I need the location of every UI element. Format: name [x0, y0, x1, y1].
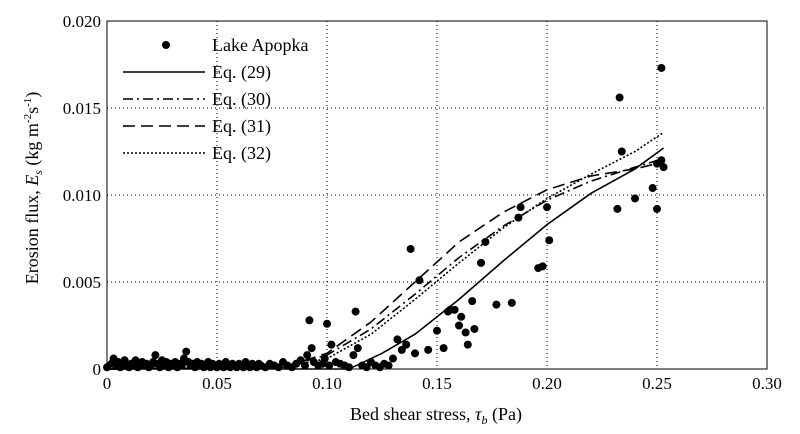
series-1-line — [107, 147, 665, 370]
data-point — [617, 147, 626, 156]
data-point — [455, 321, 463, 330]
data-point — [397, 345, 406, 354]
data-point — [514, 213, 523, 222]
series-2-line — [106, 157, 664, 370]
data-point — [450, 305, 459, 314]
legend-marker — [162, 41, 170, 49]
x-tick-label: 0.30 — [752, 374, 782, 393]
data-point — [543, 203, 551, 212]
data-point — [538, 262, 547, 271]
data-point — [415, 276, 424, 285]
data-point — [477, 258, 485, 267]
series-lines — [106, 131, 665, 370]
data-point — [151, 351, 160, 360]
data-point — [439, 344, 448, 353]
data-point — [393, 335, 402, 344]
series-points — [103, 63, 668, 372]
x-tick-label: 0.25 — [642, 374, 672, 393]
y-tick-label: 0.005 — [63, 273, 101, 292]
legend-label: Eq. (31) — [212, 116, 271, 137]
data-point — [461, 328, 470, 337]
data-point — [653, 204, 661, 213]
x-axis-label: Bed shear stress, τb (Pa) — [350, 404, 522, 427]
y-tick-label: 0.010 — [63, 186, 101, 205]
data-point — [389, 354, 397, 363]
plot-frame — [106, 20, 768, 370]
data-point — [659, 163, 668, 172]
data-point — [457, 312, 466, 321]
data-point — [631, 194, 639, 203]
data-point — [325, 361, 334, 370]
data-point — [351, 307, 360, 316]
legend-label: Eq. (32) — [212, 143, 271, 164]
data-point — [307, 344, 316, 353]
data-point — [305, 316, 314, 325]
data-point — [463, 340, 472, 349]
data-point — [424, 345, 433, 354]
data-point — [349, 351, 358, 360]
data-point — [353, 344, 362, 353]
x-tick-label: 0.05 — [202, 374, 232, 393]
data-point — [545, 236, 554, 245]
y-axis-label: Erosion flux, Es (kg m-2s-1) — [22, 92, 45, 285]
data-point — [615, 93, 624, 102]
data-point — [402, 340, 411, 349]
legend-label: Lake Apopka — [212, 35, 308, 55]
x-tick-label: 0.15 — [422, 374, 452, 393]
y-tick-label: 0.015 — [63, 99, 101, 118]
series-3-line — [106, 161, 664, 370]
data-point — [470, 324, 479, 333]
data-point — [345, 363, 353, 372]
x-tick-label: 0.10 — [312, 374, 342, 393]
x-tick-labels: 0 0.05 0.10 0.15 0.20 0.25 0.30 — [103, 374, 782, 393]
data-point — [327, 340, 336, 349]
data-point — [516, 203, 525, 212]
y-tick-label: 0.020 — [63, 12, 101, 31]
data-point — [384, 361, 393, 370]
series-4-line — [106, 131, 665, 370]
legend: Lake Apopka Eq. (29) Eq. (30) Eq. (31) Eq. (… — [123, 35, 308, 164]
data-point — [492, 300, 501, 309]
data-point — [131, 356, 140, 365]
data-point — [406, 244, 415, 253]
data-point — [177, 361, 186, 370]
data-point — [507, 298, 516, 307]
data-point — [657, 63, 666, 72]
x-tick-label: 0 — [103, 374, 112, 393]
data-point — [301, 361, 309, 370]
x-tick-label: 0.20 — [532, 374, 562, 393]
data-point — [468, 297, 477, 306]
y-tick-label: 0 — [93, 360, 102, 379]
data-point — [303, 351, 312, 360]
data-point — [182, 347, 191, 356]
data-point — [411, 349, 419, 358]
data-point — [657, 156, 666, 165]
legend-label: Eq. (29) — [212, 62, 271, 83]
data-point — [320, 354, 329, 363]
y-tick-labels: 0 0.005 0.010 0.015 0.020 — [63, 12, 101, 379]
data-point — [433, 326, 441, 335]
data-point — [481, 237, 490, 246]
data-point — [648, 184, 657, 193]
data-point — [323, 319, 331, 328]
data-point — [613, 204, 622, 213]
legend-label: Eq. (30) — [212, 89, 271, 110]
data-point — [296, 356, 305, 365]
